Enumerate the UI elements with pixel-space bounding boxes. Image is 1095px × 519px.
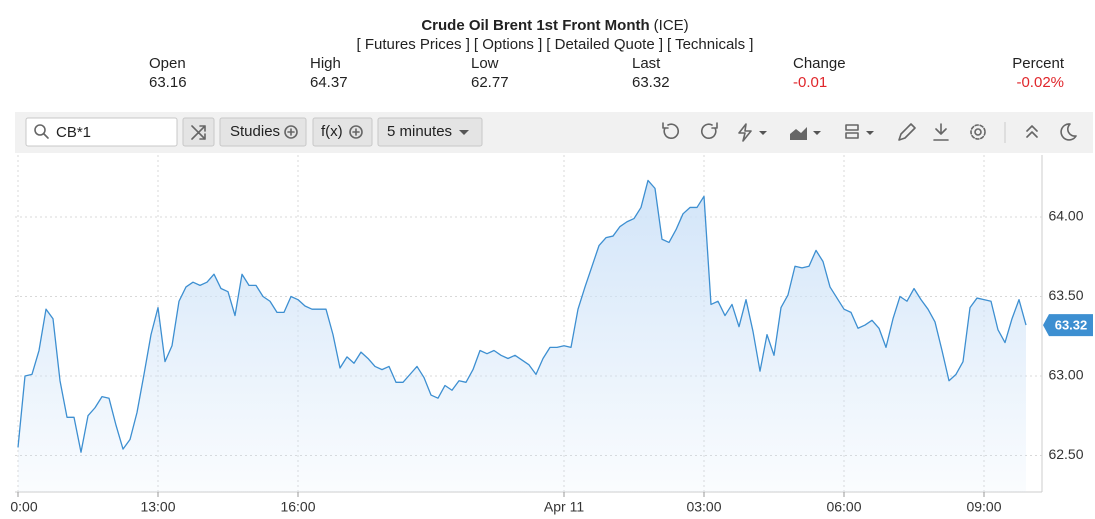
collapse-icon[interactable]	[1026, 125, 1038, 138]
interval-label: 5 minutes	[387, 123, 452, 140]
exchange: (ICE)	[654, 17, 689, 34]
quote-value: 64.37	[310, 74, 348, 91]
download-icon[interactable]	[933, 123, 949, 141]
quote-label: Change	[793, 55, 846, 72]
theme-icon[interactable]	[1060, 123, 1077, 141]
search-icon	[34, 124, 46, 136]
quote-label: Low	[471, 55, 499, 72]
shuffle-icon	[191, 125, 206, 140]
quote-value: -0.02%	[1016, 74, 1064, 91]
chart-type-icon[interactable]	[790, 127, 807, 140]
header-title: Crude Oil Brent 1st Front Month (ICE)	[421, 17, 688, 34]
add-icon	[284, 125, 298, 139]
quote-label: Last	[632, 55, 661, 72]
studies-button[interactable]	[219, 117, 307, 147]
layout-icon[interactable]	[845, 124, 859, 139]
add-icon	[287, 128, 295, 136]
settings-icon[interactable]	[974, 128, 982, 136]
link[interactable]: [ Detailed Quote ]	[546, 36, 663, 53]
link[interactable]: [ Futures Prices ]	[357, 36, 470, 53]
link-row: [ Futures Prices ][ Options ][ Detailed …	[357, 36, 754, 53]
price-marker-label: 63.32	[1055, 318, 1088, 333]
y-tick-label: 64.00	[1048, 208, 1083, 224]
quote-label: Open	[149, 55, 186, 72]
dropdown-arrow	[459, 130, 469, 135]
settings-icon	[970, 124, 986, 140]
link[interactable]: [ Options ]	[474, 36, 542, 53]
x-tick-label: 13:00	[140, 499, 175, 515]
draw-icon[interactable]	[898, 123, 916, 141]
redo-icon[interactable]	[701, 122, 718, 139]
title: Crude Oil Brent 1st Front Month	[421, 17, 649, 34]
y-tick-label: 63.50	[1048, 287, 1083, 303]
quote-value: -0.01	[793, 74, 827, 91]
quote-value: 63.32	[632, 74, 670, 91]
dropdown-arrow	[813, 131, 821, 135]
undo-icon[interactable]	[662, 122, 679, 139]
price-marker	[1043, 314, 1093, 337]
flash-icon[interactable]	[738, 123, 752, 142]
x-tick-label: Apr 11	[544, 499, 584, 515]
studies-label: Studies	[230, 123, 280, 140]
x-tick-label: 0:00	[10, 499, 37, 515]
function-label: f(x)	[321, 123, 343, 140]
plot: 62.50 63.00 63.50 64.00 0:00 13:00 16:00 Apr 11…	[10, 155, 1093, 515]
y-tick-label: 62.50	[1048, 446, 1083, 462]
symbol: CB*1	[56, 124, 91, 141]
quote-label: Percent	[1012, 55, 1065, 72]
search-icon	[43, 133, 49, 139]
add-icon	[352, 128, 360, 136]
x-tick-label: 16:00	[280, 499, 315, 515]
quote-value: 63.16	[149, 74, 187, 91]
link[interactable]: [ Technicals ]	[667, 36, 753, 53]
y-tick-label: 63.00	[1048, 367, 1083, 383]
price-line	[17, 179, 1027, 453]
function-button[interactable]	[312, 117, 373, 147]
quote-row: Open 63.16 High 64.37 Low 62.77 Last 63.32 Chang…	[149, 55, 1065, 91]
dropdown-arrow	[866, 131, 874, 135]
interval-select[interactable]	[377, 117, 483, 147]
x-tick-label: 09:00	[966, 499, 1001, 515]
area	[18, 180, 1026, 492]
x-tick-label: 06:00	[826, 499, 861, 515]
dropdown-arrow	[759, 131, 767, 135]
quote-value: 62.77	[471, 74, 509, 91]
symbol-input[interactable]	[25, 117, 178, 147]
add-icon	[349, 125, 363, 139]
x-tick-label: 03:00	[686, 499, 721, 515]
quote-label: High	[310, 55, 341, 72]
